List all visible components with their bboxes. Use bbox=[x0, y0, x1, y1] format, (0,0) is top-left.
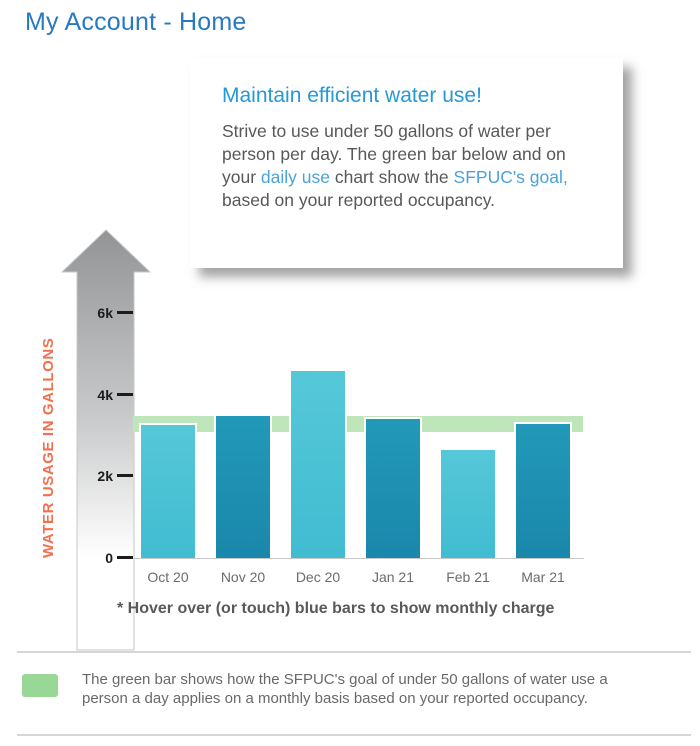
legend-swatch bbox=[22, 674, 58, 697]
y-tick-mark-4k bbox=[117, 393, 133, 396]
y-tick-label-0: 0 bbox=[105, 550, 113, 566]
page-title: My Account - Home bbox=[25, 8, 247, 36]
tooltip-card: Maintain efficient water use! Strive to … bbox=[190, 58, 623, 268]
x-axis-baseline bbox=[134, 558, 584, 559]
bar-dec-20[interactable] bbox=[289, 369, 347, 558]
legend-divider-top bbox=[17, 651, 691, 653]
x-label-feb-21: Feb 21 bbox=[446, 569, 490, 585]
x-label-jan-21: Jan 21 bbox=[371, 569, 415, 585]
legend-divider-bottom bbox=[17, 734, 691, 736]
plot-area: 6k 4k 2k 0 Oct 20 Nov 20 Dec 20 Jan 21 Feb 21 Mar… bbox=[97, 305, 584, 585]
daily-use-link[interactable]: daily use bbox=[260, 167, 330, 188]
bar-mar-21[interactable] bbox=[514, 422, 572, 558]
bar-nov-20[interactable] bbox=[214, 414, 272, 558]
y-tick-mark-6k bbox=[117, 311, 133, 314]
x-label-oct-20: Oct 20 bbox=[147, 569, 189, 585]
y-tick-label-4k: 4k bbox=[97, 387, 113, 403]
y-axis-title: WATER USAGE IN GALLONS bbox=[40, 337, 57, 558]
x-label-nov-20: Nov 20 bbox=[220, 569, 266, 585]
tooltip-body-text-1: Strive to use under 50 gallons of water … bbox=[222, 121, 566, 188]
chart-footnote: * Hover over (or touch) blue bars to sho… bbox=[117, 600, 555, 617]
bar-oct-20[interactable] bbox=[139, 423, 197, 558]
up-arrow-graphic bbox=[60, 229, 152, 651]
y-tick-label-2k: 2k bbox=[97, 468, 113, 484]
y-tick-label-6k: 6k bbox=[97, 305, 113, 321]
x-label-dec-20: Dec 20 bbox=[295, 569, 341, 585]
x-label-mar-21: Mar 21 bbox=[521, 569, 565, 585]
y-tick-mark-0 bbox=[117, 556, 133, 559]
tooltip-heading: Maintain efficient water use! bbox=[222, 84, 482, 107]
y-tick-mark-2k bbox=[117, 474, 133, 477]
legend-text: The green bar shows how the SFPUC's goal… bbox=[82, 671, 608, 707]
tooltip-body-text-3: based on your reported occupancy. bbox=[222, 190, 496, 211]
sfpuc-goal-link[interactable]: SFPUC's goal, bbox=[453, 167, 568, 188]
bar-feb-21[interactable] bbox=[439, 448, 497, 558]
tooltip-body-text-2: chart show the bbox=[329, 167, 454, 188]
bar-jan-21[interactable] bbox=[364, 417, 422, 558]
tooltip-body: Strive to use under 50 gallons of water … bbox=[222, 120, 574, 212]
